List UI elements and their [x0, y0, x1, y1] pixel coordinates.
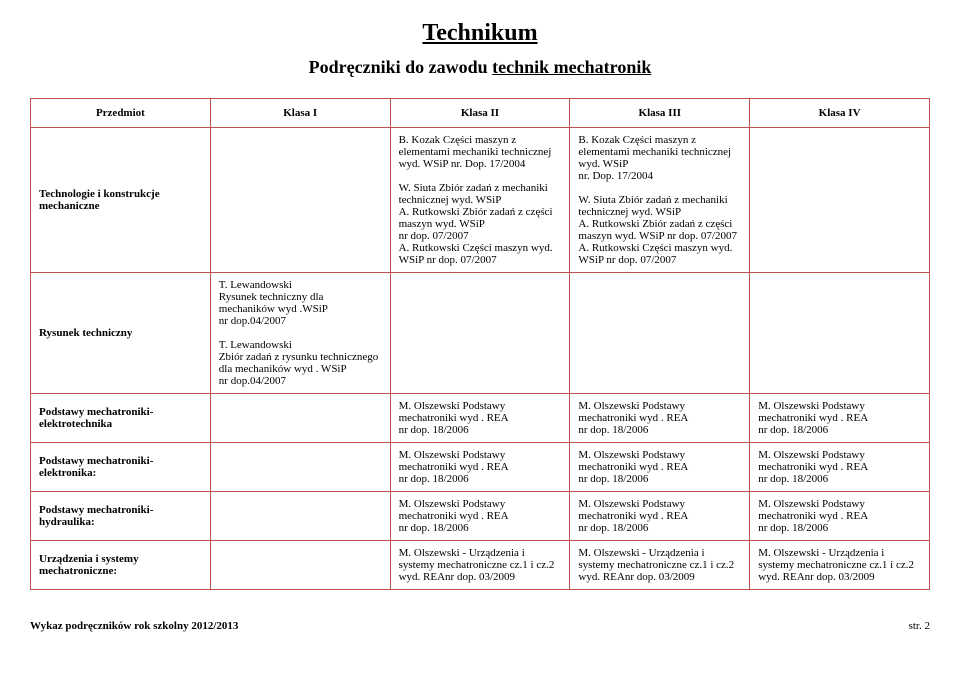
cell: B. Kozak Części maszyn z elementami mech…: [570, 128, 750, 273]
subject-cell: Podstawy mechatroniki-hydraulika:: [31, 492, 211, 541]
cell: [210, 394, 390, 443]
page-subtitle: Podręczniki do zawodu technik mechatroni…: [30, 57, 930, 78]
cell: [210, 541, 390, 590]
table-row: Urządzenia i systemy mechatroniczne: M. …: [31, 541, 930, 590]
textbook-table: Przedmiot Klasa I Klasa II Klasa III Kla…: [30, 98, 930, 590]
cell: M. Olszewski - Urządzenia i systemy mech…: [570, 541, 750, 590]
subject-cell: Podstawy mechatroniki-elektrotechnika: [31, 394, 211, 443]
footer-right: str. 2: [909, 620, 930, 632]
header-klasa-2: Klasa II: [390, 99, 570, 128]
cell: M. Olszewski Podstawy mechatroniki wyd .…: [570, 394, 750, 443]
subject-cell: Urządzenia i systemy mechatroniczne:: [31, 541, 211, 590]
table-row: Rysunek techniczny T. Lewandowski Rysune…: [31, 273, 930, 394]
cell: M. Olszewski Podstawy mechatroniki wyd .…: [390, 443, 570, 492]
table-row: Podstawy mechatroniki-elektrotechnika M.…: [31, 394, 930, 443]
header-klasa-1: Klasa I: [210, 99, 390, 128]
subject-cell: Podstawy mechatroniki-elektronika:: [31, 443, 211, 492]
cell: B. Kozak Części maszyn z elementami mech…: [390, 128, 570, 273]
subtitle-prefix: Podręczniki do zawodu: [309, 57, 493, 77]
cell: [390, 273, 570, 394]
cell: M. Olszewski Podstawy mechatroniki wyd .…: [390, 492, 570, 541]
cell: M. Olszewski Podstawy mechatroniki wyd .…: [390, 394, 570, 443]
cell: M. Olszewski Podstawy mechatroniki wyd .…: [750, 492, 930, 541]
cell: M. Olszewski Podstawy mechatroniki wyd .…: [750, 394, 930, 443]
page-title: Technikum: [30, 20, 930, 47]
cell: [210, 128, 390, 273]
subject-cell: Technologie i konstrukcje mechaniczne: [31, 128, 211, 273]
cell: [750, 273, 930, 394]
table-header-row: Przedmiot Klasa I Klasa II Klasa III Kla…: [31, 99, 930, 128]
cell: T. Lewandowski Rysunek techniczny dla me…: [210, 273, 390, 394]
cell: [210, 492, 390, 541]
header-przedmiot: Przedmiot: [31, 99, 211, 128]
subject-cell: Rysunek techniczny: [31, 273, 211, 394]
cell: [570, 273, 750, 394]
table-row: Podstawy mechatroniki-hydraulika: M. Ols…: [31, 492, 930, 541]
cell: [750, 128, 930, 273]
table-row: Technologie i konstrukcje mechaniczne B.…: [31, 128, 930, 273]
cell: M. Olszewski Podstawy mechatroniki wyd .…: [570, 443, 750, 492]
cell: [210, 443, 390, 492]
footer-left: Wykaz podręczników rok szkolny 2012/2013: [30, 620, 238, 632]
table-body: Technologie i konstrukcje mechaniczne B.…: [31, 128, 930, 590]
table-row: Podstawy mechatroniki-elektronika: M. Ol…: [31, 443, 930, 492]
header-klasa-4: Klasa IV: [750, 99, 930, 128]
subtitle-underlined: technik mechatronik: [492, 57, 651, 77]
cell: M. Olszewski Podstawy mechatroniki wyd .…: [570, 492, 750, 541]
header-klasa-3: Klasa III: [570, 99, 750, 128]
page-footer: Wykaz podręczników rok szkolny 2012/2013…: [30, 620, 930, 632]
cell: M. Olszewski - Urządzenia i systemy mech…: [750, 541, 930, 590]
cell: M. Olszewski Podstawy mechatroniki wyd .…: [750, 443, 930, 492]
cell: M. Olszewski - Urządzenia i systemy mech…: [390, 541, 570, 590]
